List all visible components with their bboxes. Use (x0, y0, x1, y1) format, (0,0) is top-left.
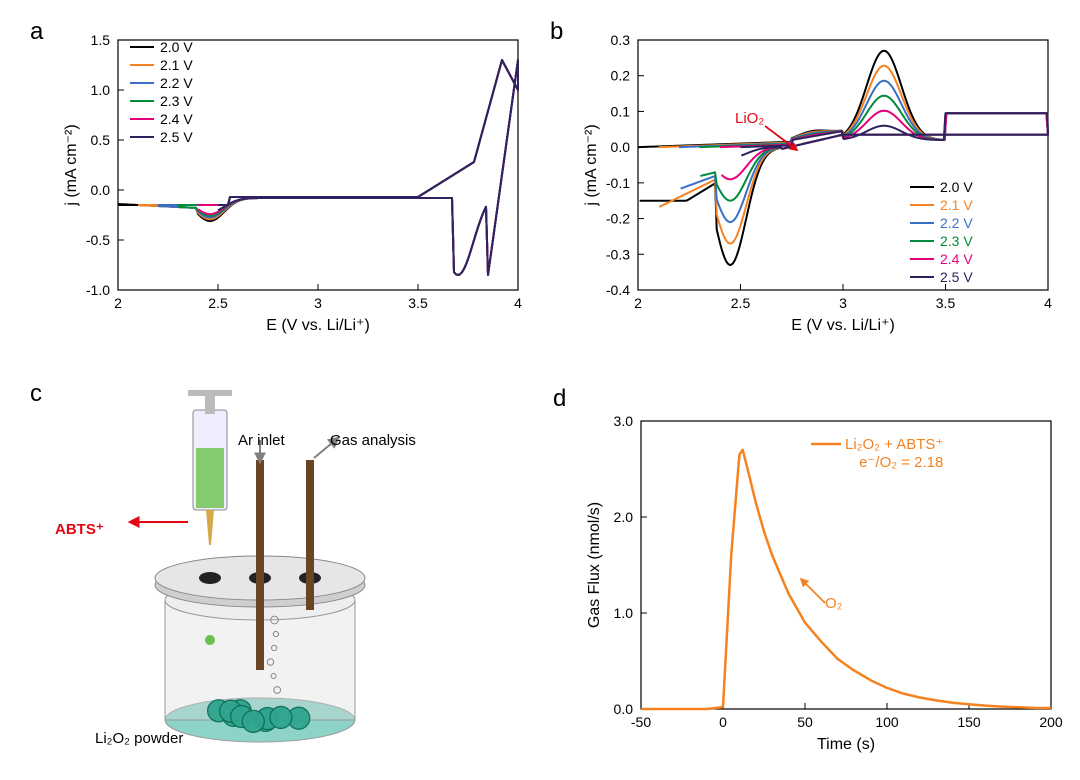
abts-label: ABTS⁺ (55, 520, 104, 538)
svg-text:0.0: 0.0 (614, 701, 634, 717)
gas-analysis-label: Gas analysis (330, 432, 416, 449)
panel-d: d -500501001502000.01.02.03.0Time (s)Gas… (545, 385, 1075, 775)
legend-d-line2: e⁻/O₂ = 2.18 (845, 453, 943, 471)
svg-text:0.2: 0.2 (611, 68, 631, 84)
svg-text:4: 4 (1044, 295, 1052, 311)
svg-text:2.0: 2.0 (614, 509, 634, 525)
svg-text:2: 2 (634, 295, 642, 311)
svg-text:0.5: 0.5 (91, 132, 111, 148)
svg-text:3: 3 (314, 295, 322, 311)
svg-text:j (mA cm⁻²): j (mA cm⁻²) (63, 124, 80, 206)
svg-text:0.3: 0.3 (611, 32, 631, 48)
svg-text:0.0: 0.0 (611, 139, 631, 155)
svg-text:3.5: 3.5 (936, 295, 956, 311)
legend-a: 2.0 V2.1 V2.2 V2.3 V2.4 V2.5 V (130, 38, 193, 146)
panel-c: c ABTS⁺ Ar inlet Gas analysis Li₂O₂ powd… (20, 380, 530, 770)
svg-text:-1.0: -1.0 (86, 282, 110, 298)
svg-text:E (V vs. Li/Li⁺): E (V vs. Li/Li⁺) (266, 317, 370, 334)
chart-b: 2 2.5 3 3.5 4 -0.4 -0.3 -0.2 -0.1 0.0 0.1 0.2 0.3 E (… (560, 22, 1070, 342)
panel-c-label: c (30, 380, 42, 408)
svg-text:E (V vs. Li/Li⁺): E (V vs. Li/Li⁺) (791, 317, 895, 334)
powder-label: Li₂O₂ powder (95, 730, 183, 747)
svg-text:50: 50 (797, 714, 813, 730)
svg-text:-0.5: -0.5 (86, 232, 110, 248)
svg-text:Time (s): Time (s) (817, 736, 875, 753)
svg-text:j (mA cm⁻²): j (mA cm⁻²) (583, 124, 600, 206)
svg-text:3: 3 (839, 295, 847, 311)
svg-text:2: 2 (114, 295, 122, 311)
panel-a: a 22.533.54-1.0-0.50.00.51.01.5E (V vs. … (20, 10, 530, 370)
svg-text:-0.4: -0.4 (606, 282, 630, 298)
lio2-text: LiO₂ (735, 110, 764, 127)
svg-text:150: 150 (957, 714, 981, 730)
svg-text:1.0: 1.0 (91, 82, 111, 98)
legend-b: 2.0 V2.1 V2.2 V2.3 V2.4 V2.5 V (910, 178, 973, 286)
svg-text:1.0: 1.0 (614, 605, 634, 621)
chart-a: 2 2.5 3 3.5 4 -1.0 -0.5 0.0 0.5 1.0 1.5 E (V vs. Li… (40, 22, 540, 342)
svg-text:2.5: 2.5 (731, 295, 751, 311)
lio2-annotation: LiO₂ (735, 110, 764, 127)
o2-annotation: O₂ (825, 595, 843, 612)
legend-d-line1: Li₂O₂ + ABTS⁺ (845, 435, 943, 453)
legend-d: Li₂O₂ + ABTS⁺ e⁻/O₂ = 2.18 (845, 435, 943, 471)
svg-text:-0.2: -0.2 (606, 211, 630, 227)
svg-text:100: 100 (875, 714, 899, 730)
svg-text:4: 4 (514, 295, 522, 311)
svg-text:0.0: 0.0 (91, 182, 111, 198)
svg-text:3.5: 3.5 (408, 295, 428, 311)
svg-text:-50: -50 (631, 714, 651, 730)
svg-text:Gas Flux (nmol/s): Gas Flux (nmol/s) (586, 502, 603, 628)
svg-text:3.0: 3.0 (614, 413, 634, 429)
ar-inlet-label: Ar inlet (238, 432, 285, 449)
svg-text:0.1: 0.1 (611, 103, 631, 119)
svg-text:-0.3: -0.3 (606, 246, 630, 262)
svg-text:1.5: 1.5 (91, 32, 111, 48)
panel-b: b 22.533.54-0.4-0.3-0.2-0.10.00.10.20.3E… (540, 10, 1070, 370)
svg-text:200: 200 (1039, 714, 1063, 730)
svg-text:2.5: 2.5 (208, 295, 228, 311)
svg-text:0: 0 (719, 714, 727, 730)
svg-text:-0.1: -0.1 (606, 175, 630, 191)
